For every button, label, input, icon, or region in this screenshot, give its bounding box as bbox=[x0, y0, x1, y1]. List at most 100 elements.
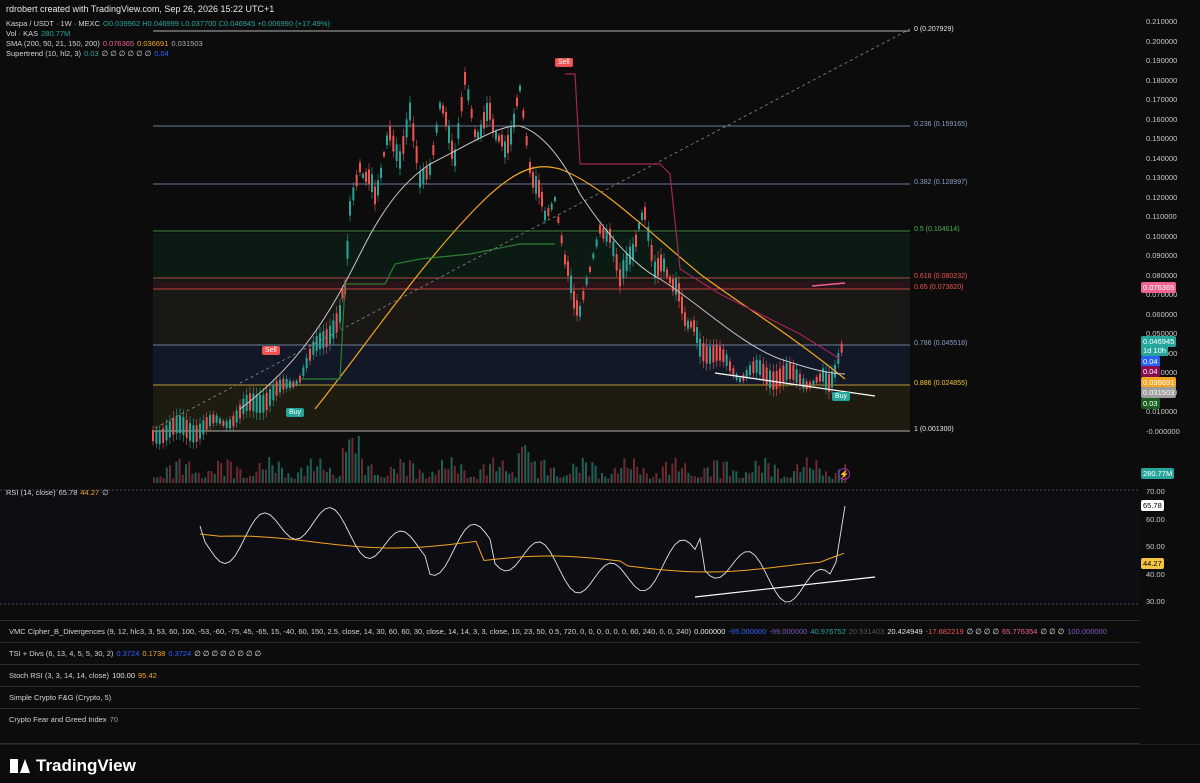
candle bbox=[162, 428, 165, 443]
volume-bar bbox=[229, 461, 232, 483]
candle bbox=[305, 357, 308, 369]
sma-label: SMA (200, 50, 21, 150, 200) bbox=[6, 39, 100, 48]
candle bbox=[432, 144, 435, 155]
chart-area[interactable]: Sell Sell Buy Buy ⚡ 0 (0.207929) 0.236 (0… bbox=[0, 14, 1200, 756]
candle bbox=[755, 359, 758, 374]
candle bbox=[529, 162, 531, 174]
volume-bar bbox=[668, 474, 671, 483]
volume-bar bbox=[841, 478, 843, 483]
indicator-label: TSI + Divs (6, 13, 4, 5, 5, 30, 2) bbox=[9, 649, 114, 658]
indicator-pane-stochrsi[interactable]: Stoch RSI (3, 3, 14, 14, close) 100.00 95.… bbox=[0, 664, 1140, 686]
candle bbox=[371, 174, 373, 192]
volume-bar bbox=[271, 465, 274, 483]
volume-bar bbox=[543, 459, 546, 483]
candle bbox=[802, 378, 805, 389]
volume-bar bbox=[613, 467, 616, 483]
volume-bar bbox=[713, 460, 715, 483]
volume-bar bbox=[665, 461, 667, 483]
candle bbox=[402, 136, 405, 154]
candle bbox=[693, 320, 695, 332]
symbol-legend[interactable]: Kaspa / USDT · 1W · MEXC O0.039962 H0.046… bbox=[6, 19, 333, 29]
indicator-pane-fng[interactable]: Simple Crypto F&G (Crypto, 5) bbox=[0, 686, 1140, 708]
candle bbox=[684, 312, 686, 326]
candle bbox=[745, 370, 748, 379]
volume-bar bbox=[172, 478, 175, 483]
price-tag: 0.03 bbox=[1141, 398, 1160, 409]
sma-legend[interactable]: SMA (200, 50, 21, 150, 200) 0.076365 0.036… bbox=[6, 39, 206, 49]
rsi-trendline[interactable] bbox=[694, 576, 876, 598]
candle bbox=[560, 235, 563, 244]
candle bbox=[454, 149, 456, 166]
indicator-pane-tsi[interactable]: TSI + Divs (6, 13, 4, 5, 5, 30, 2) 0.3724… bbox=[0, 642, 1140, 664]
tradingview-logo[interactable]: TradingView bbox=[10, 756, 136, 776]
candle bbox=[775, 370, 778, 389]
candle bbox=[595, 239, 598, 247]
candle bbox=[492, 119, 494, 133]
candle bbox=[641, 212, 643, 221]
candle bbox=[239, 404, 241, 419]
volume-bar bbox=[684, 463, 687, 483]
volume-bar bbox=[191, 473, 194, 483]
candle bbox=[429, 163, 431, 175]
volume-legend[interactable]: Vol · KAS 280.77M bbox=[6, 29, 73, 39]
supertrend-down-line bbox=[565, 73, 841, 360]
volume-bar bbox=[700, 477, 703, 483]
candle bbox=[819, 373, 821, 382]
candle bbox=[519, 85, 521, 92]
price-axis-tick: 0.050000 bbox=[1146, 329, 1178, 338]
candle bbox=[638, 222, 640, 230]
volume-label: Vol · KAS bbox=[6, 29, 39, 38]
lightning-icon[interactable]: ⚡ bbox=[838, 468, 850, 480]
volume-bar bbox=[329, 467, 331, 483]
trend-diagonal[interactable] bbox=[154, 28, 911, 429]
candle bbox=[349, 201, 351, 216]
price-axis-tick: 0.100000 bbox=[1146, 231, 1178, 241]
candle bbox=[762, 363, 765, 380]
volume-bar bbox=[783, 476, 786, 483]
volume-bar bbox=[290, 477, 293, 483]
candle bbox=[576, 300, 578, 316]
volume-bar bbox=[252, 476, 255, 483]
candle bbox=[557, 216, 560, 223]
volume-bar bbox=[425, 478, 427, 483]
volume-bar bbox=[524, 445, 527, 483]
volume-bar bbox=[709, 476, 712, 483]
volume-bar bbox=[236, 466, 239, 483]
price-axis-tick: 0.080000 bbox=[1146, 270, 1178, 280]
volume-bar bbox=[220, 463, 223, 483]
candle bbox=[335, 313, 338, 332]
candle bbox=[535, 175, 537, 194]
volume-bar bbox=[204, 477, 207, 483]
candle bbox=[522, 110, 525, 118]
indicator-label: Simple Crypto F&G (Crypto, 5) bbox=[9, 693, 112, 702]
volume-bar bbox=[556, 476, 559, 483]
volume-bar bbox=[434, 474, 437, 483]
sma-50-line bbox=[314, 166, 846, 410]
candle bbox=[504, 141, 506, 158]
symbol-title[interactable]: Kaspa / USDT · 1W · MEXC bbox=[6, 19, 101, 28]
candle bbox=[687, 320, 689, 329]
volume-bar bbox=[527, 451, 530, 483]
candle bbox=[657, 258, 659, 277]
candle bbox=[570, 275, 572, 294]
price-axis-tick: 0.140000 bbox=[1146, 153, 1178, 163]
volume-bar bbox=[396, 473, 399, 483]
candle bbox=[185, 419, 188, 438]
volume-bar bbox=[562, 476, 565, 483]
volume-bar bbox=[377, 474, 379, 483]
candle bbox=[709, 346, 711, 364]
volume-bar bbox=[575, 467, 578, 483]
candle bbox=[789, 363, 791, 379]
volume-bar bbox=[511, 471, 514, 483]
candle bbox=[312, 341, 315, 355]
volume-bar bbox=[645, 473, 648, 483]
price-chart-canvas[interactable] bbox=[0, 14, 1200, 744]
candle bbox=[547, 208, 550, 216]
volume-bar bbox=[492, 457, 495, 483]
candle bbox=[647, 226, 650, 241]
indicator-pane-vmc[interactable]: VMC Cipher_B_Divergences (9, 12, hlc3, 3… bbox=[0, 620, 1140, 642]
indicator-pane-fear-greed[interactable]: Crypto Fear and Greed Index 70 bbox=[0, 708, 1140, 730]
supertrend-legend[interactable]: Supertrend (10, hl2, 3) 0.03 ∅ ∅ ∅ ∅ ∅ ∅ 0.… bbox=[6, 49, 172, 59]
volume-bar bbox=[345, 452, 347, 483]
rsi-legend[interactable]: RSI (14, close) 65.78 44.27 ∅ bbox=[6, 488, 112, 498]
